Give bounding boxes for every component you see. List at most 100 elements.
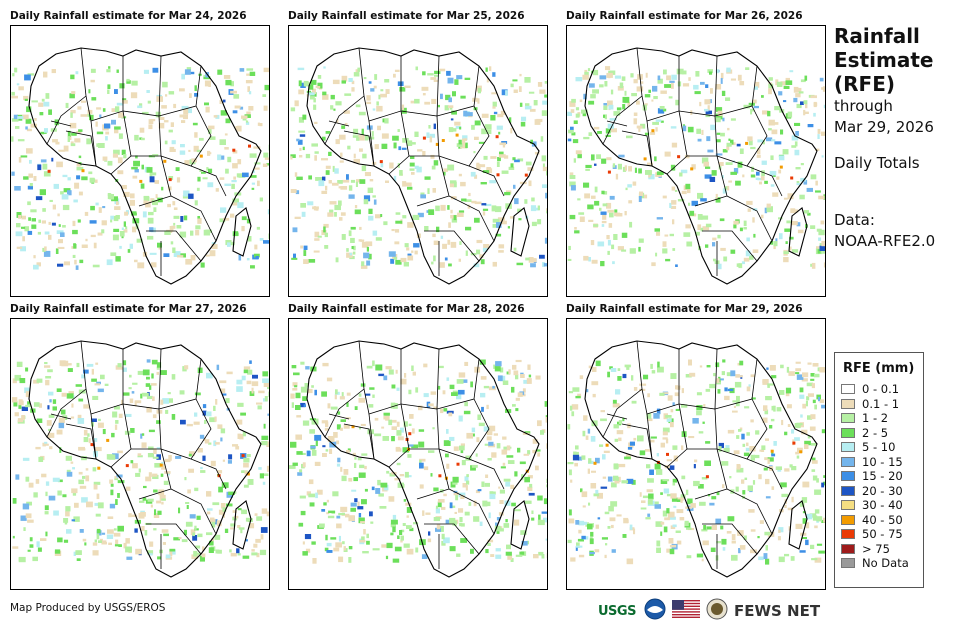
country-border [65,423,97,460]
through-date: Mar 29, 2026 [834,118,934,136]
sidebar-title-line: (RFE) [834,72,896,96]
africa-map [289,340,547,578]
coastline [510,500,530,550]
fews-net-logo: FEWS NET [733,602,821,620]
country-border [146,523,202,555]
country-border [190,458,227,490]
legend-label: 30 - 40 [862,498,903,513]
legend-swatch [841,413,855,424]
legend-swatch [841,471,855,482]
country-border [50,120,72,127]
country-border [702,523,758,555]
country-border [368,413,375,460]
sidebar-info: Rainfall Estimate (RFE) through Mar 29, … [834,24,964,252]
legend-swatch [841,500,855,511]
rainfall-map [288,318,548,590]
country-border [50,413,72,420]
coastline [788,500,808,550]
legend-label: 15 - 20 [862,469,903,484]
country-border [448,195,495,242]
map-panel-mar-24: Daily Rainfall estimate for Mar 24, 2026 [10,9,272,297]
legend-swatch [841,529,855,540]
country-border [363,349,402,415]
country-border [468,165,505,197]
legend-swatch [841,558,855,569]
country-border [160,398,212,460]
country-border [694,448,728,500]
country-border [606,413,628,420]
country-border [46,340,87,438]
legend-title: RFE (mm) [843,361,915,376]
legend-item: 40 - 50 [841,513,923,528]
map-panel-mar-25: Daily Rainfall estimate for Mar 25, 2026 [288,9,550,297]
legend-swatch [841,442,855,453]
sidebar-title-line: Estimate [834,48,934,72]
africa-map [567,340,825,578]
coastline [510,207,530,257]
africa-map [290,47,547,285]
country-border [90,120,97,167]
legend-label: 40 - 50 [862,512,903,527]
rainfall-map [566,318,826,590]
legend-label: No Data [862,556,909,571]
coastline [28,340,262,578]
panel-title: Daily Rainfall estimate for Mar 27, 2026 [10,303,247,315]
legend-label: 5 - 10 [862,440,896,455]
country-border [146,230,202,262]
coastline [788,207,808,257]
panel-title: Daily Rainfall estimate for Mar 26, 2026 [566,10,803,22]
country-border [122,348,162,410]
country-border [621,130,653,167]
country-border [343,423,375,460]
rainfall-map [10,25,270,297]
legend-label: 10 - 15 [862,454,903,469]
period-label: Daily Totals [834,154,920,172]
panel-title: Daily Rainfall estimate for Mar 29, 2026 [566,303,803,315]
legend-item: 10 - 15 [841,455,923,470]
rainfall-field [567,66,825,270]
legend-label: 20 - 30 [862,483,903,498]
country-border [328,120,350,127]
legend-swatch [841,384,855,395]
country-border [416,448,450,500]
rainfall-map [10,318,270,590]
country-border [368,120,375,167]
map-panel-mar-29: Daily Rainfall estimate for Mar 29, 2026 [566,302,828,590]
country-border [726,488,773,535]
legend-item: 2 - 5 [841,426,923,441]
rainfall-field [567,359,825,565]
legend: RFE (mm) 0 - 0.1 0.1 - 1 1 - 2 2 - 5 5 -… [834,352,924,588]
country-border [343,130,375,167]
legend-item: 20 - 30 [841,484,923,499]
country-border [646,413,653,460]
country-border [746,165,783,197]
rainfall-field [289,359,547,564]
country-border [726,195,773,242]
legend-label: > 75 [862,541,890,556]
legend-item: 1 - 2 [841,411,923,426]
country-border [363,56,402,122]
country-border [746,458,783,490]
data-label: Data: [834,211,875,229]
country-border [702,230,758,262]
coastline [232,500,252,550]
legend-item: 30 - 40 [841,498,923,513]
legend-item: 0.1 - 1 [841,397,923,412]
legend-swatch [841,398,855,409]
country-border [436,65,480,117]
sidebar-title-line: Rainfall [834,24,920,48]
country-border [160,105,212,167]
country-border [65,130,97,167]
map-panel-mar-26: Daily Rainfall estimate for Mar 26, 2026 [566,9,828,297]
us-flag-icon [671,600,700,622]
rainfall-field [11,359,269,563]
legend-swatch [841,543,855,554]
country-border [468,458,505,490]
country-border [190,165,227,197]
country-border [46,47,87,145]
legend-label: 1 - 2 [862,411,889,426]
country-border [438,398,490,460]
legend-label: 0 - 0.1 [862,382,900,397]
noaa-logo-icon [644,598,666,624]
rainfall-field [290,66,547,269]
